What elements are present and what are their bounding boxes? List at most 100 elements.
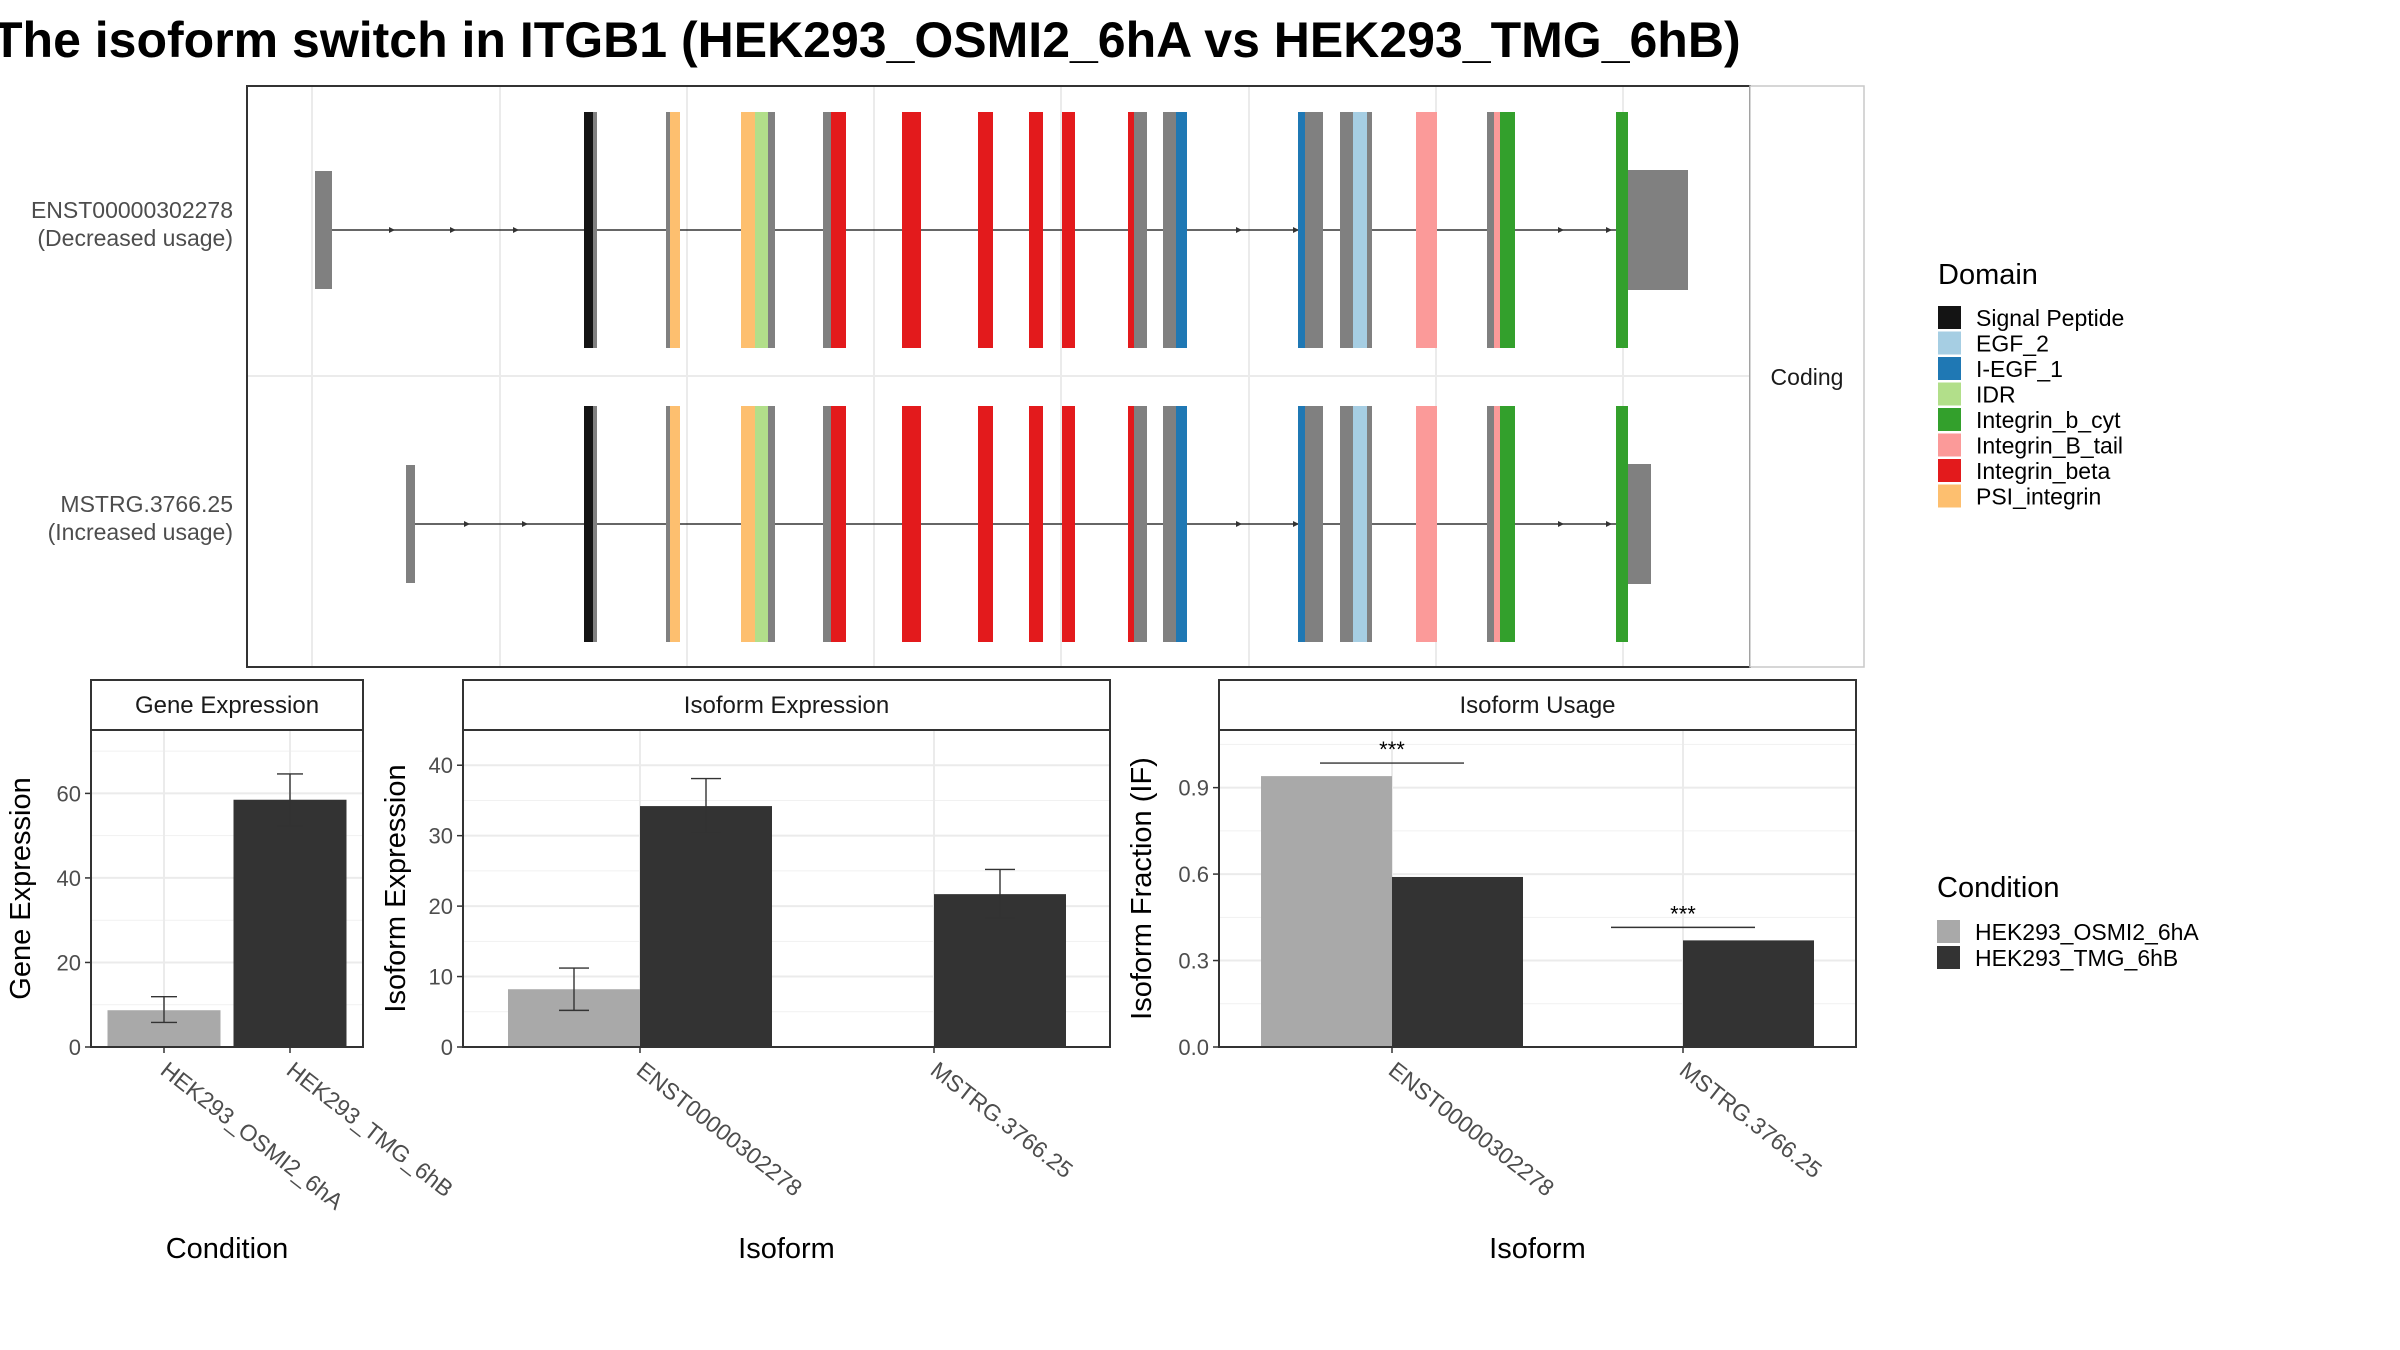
domain-legend-swatch xyxy=(1938,382,1961,406)
transcript-label: ENST00000302278 xyxy=(31,197,233,223)
domain-exon xyxy=(1062,112,1075,348)
intron-arrow-icon xyxy=(450,227,456,233)
utr-exon xyxy=(406,465,415,583)
utr-exon xyxy=(1628,464,1651,584)
coding-exon xyxy=(1367,112,1372,348)
intron-arrow-icon xyxy=(522,521,528,527)
isoform-usage-panel: 0.0 0.3 0.6 0.9 *** *** Isoform Usage ENST00000… xyxy=(1126,679,1857,1265)
domain-exon xyxy=(902,112,921,348)
domain-legend-label: PSI_integrin xyxy=(1976,484,2101,510)
facet-strip xyxy=(90,679,364,731)
domain-legend-item: Integrin_b_cyt xyxy=(1938,407,2121,433)
y-tick-label: 40 xyxy=(57,866,81,891)
coding-exon xyxy=(1134,112,1147,348)
transcript-usage-label: (Decreased usage) xyxy=(37,225,233,251)
domain-exon xyxy=(978,406,993,642)
utr-exon xyxy=(315,171,332,289)
domain-exon xyxy=(670,406,680,642)
coding-exon xyxy=(823,406,831,642)
domain-legend-swatch xyxy=(1938,433,1961,457)
coding-exon xyxy=(768,406,775,642)
domain-legend-label: EGF_2 xyxy=(1976,331,2049,357)
domain-exon xyxy=(1416,112,1437,348)
condition-legend-label: HEK293_TMG_6hB xyxy=(1975,945,2178,971)
bar xyxy=(1392,876,1523,1047)
domain-legend-swatch xyxy=(1938,331,1961,355)
domain-legend-item: Signal Peptide xyxy=(1938,305,2124,331)
intron-arrow-icon xyxy=(1236,521,1242,527)
intron-arrow-icon xyxy=(1606,227,1612,233)
coding-exon xyxy=(1163,406,1176,642)
coding-exon xyxy=(666,406,670,642)
y-axis-title: Isoform Fraction (IF) xyxy=(1126,757,1158,1020)
intron-arrow-icon xyxy=(1558,521,1564,527)
domain-exon xyxy=(1500,406,1515,642)
domain-legend-swatch xyxy=(1938,306,1961,329)
domain-exon xyxy=(1176,112,1187,348)
condition-legend-item: HEK293_TMG_6hB xyxy=(1937,945,2178,971)
bar xyxy=(934,894,1066,1047)
intron-arrow-icon xyxy=(1558,227,1564,233)
domain-legend-swatch xyxy=(1938,459,1961,482)
condition-legend-label: HEK293_OSMI2_6hA xyxy=(1975,919,2199,945)
x-tick-label: MSTRG.3766.25 xyxy=(926,1056,1078,1183)
transcript-label: MSTRG.3766.25 xyxy=(60,491,233,517)
condition-legend-swatch xyxy=(1937,946,1960,969)
facet-strip xyxy=(1218,679,1857,731)
bar xyxy=(233,799,347,1047)
coding-exon xyxy=(823,112,831,348)
domain-exon xyxy=(1494,112,1500,348)
y-axis-title: Isoform Expression xyxy=(380,764,412,1012)
domain-exon xyxy=(1500,112,1515,348)
domain-exon xyxy=(1029,112,1043,348)
bar xyxy=(1683,940,1814,1047)
intron-arrow-icon xyxy=(464,521,470,527)
y-tick-label: 0 xyxy=(441,1035,453,1060)
x-axis-title: Isoform xyxy=(738,1233,835,1265)
y-tick-label: 30 xyxy=(429,824,453,849)
coding-exon xyxy=(1340,112,1353,348)
coding-exon xyxy=(666,112,670,348)
y-tick-label: 10 xyxy=(429,965,453,990)
transcript-track: ENST00000302278(Decreased usage) xyxy=(31,112,1688,348)
intron-arrow-icon xyxy=(389,227,395,233)
domain-exon xyxy=(1353,112,1367,348)
domain-legend-label: Integrin_b_cyt xyxy=(1976,407,2121,433)
coding-exon xyxy=(1340,406,1353,642)
isoform-structure-panel: ENST00000302278(Decreased usage) MSTRG.37… xyxy=(31,85,1865,668)
condition-legend-item: HEK293_OSMI2_6hA xyxy=(1937,919,2199,945)
intron-arrow-icon xyxy=(1293,227,1299,233)
coding-exon xyxy=(768,112,775,348)
coding-exon xyxy=(1487,112,1494,348)
facet-strip-coding xyxy=(1749,85,1865,668)
intron-arrow-icon xyxy=(1606,521,1612,527)
domain-exon xyxy=(831,406,846,642)
domain-exon xyxy=(755,406,768,642)
condition-legend-title: Condition xyxy=(1937,872,2060,904)
facet-label: Isoform Expression xyxy=(684,692,889,719)
coding-exon xyxy=(1305,406,1323,642)
bar xyxy=(1261,776,1392,1047)
transcript-track: MSTRG.3766.25(Increased usage) xyxy=(48,406,1651,642)
domain-exon xyxy=(1616,406,1628,642)
domain-legend-label: Integrin_beta xyxy=(1976,458,2110,484)
coding-exon xyxy=(1367,406,1372,642)
significance-label: *** xyxy=(1379,737,1405,762)
domain-exon xyxy=(584,406,593,642)
coding-exon xyxy=(1305,112,1323,348)
domain-legend-item: EGF_2 xyxy=(1938,331,2049,357)
domain-exon xyxy=(741,112,755,348)
domain-legend-item: I-EGF_1 xyxy=(1938,356,2063,382)
y-tick-label: 0 xyxy=(69,1035,81,1060)
domain-legend-title: Domain xyxy=(1938,259,2038,291)
y-tick-label: 60 xyxy=(57,781,81,806)
y-tick-label: 20 xyxy=(429,894,453,919)
coding-exon xyxy=(1163,112,1176,348)
y-tick-label: 0.9 xyxy=(1178,776,1209,801)
domain-exon xyxy=(755,112,768,348)
x-tick-label: ENST00000302278 xyxy=(1384,1056,1559,1201)
x-axis-title: Condition xyxy=(166,1233,289,1265)
domain-legend-label: Integrin_B_tail xyxy=(1976,433,2123,459)
coding-exon xyxy=(593,112,597,348)
domain-exon xyxy=(1062,406,1075,642)
